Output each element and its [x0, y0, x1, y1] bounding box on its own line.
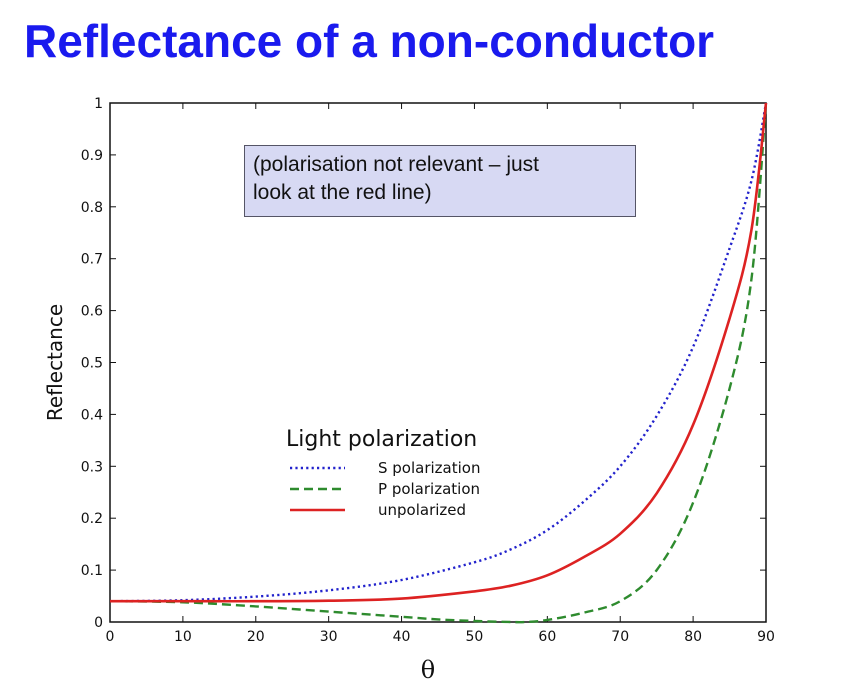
legend-title: Light polarization [286, 427, 477, 452]
note-box: (polarisation not relevant – just look a… [244, 145, 636, 217]
x-tick-label: 30 [320, 629, 338, 645]
y-tick-label: 0.1 [81, 563, 103, 579]
y-tick-label: 0.2 [81, 511, 103, 527]
x-tick-label: 90 [757, 629, 775, 645]
series-line-p-polarization [109, 102, 768, 624]
y-tick-label: 0.9 [81, 148, 103, 164]
legend-label-unpolarized: unpolarized [378, 501, 466, 519]
y-axis-title: Reflectance [43, 304, 67, 421]
legend-label-p-polarization: P polarization [378, 480, 480, 498]
x-tick-label: 0 [106, 629, 115, 645]
y-tick-label: 0.5 [81, 356, 103, 372]
slide-title: Reflectance of a non-conductor [24, 15, 715, 67]
x-tick-label: 50 [466, 629, 484, 645]
x-tick-label: 60 [538, 629, 556, 645]
y-tick-label: 0.6 [81, 304, 103, 320]
x-tick-label: 20 [247, 629, 265, 645]
chart-axes: 0 10 20 30 40 50 60 70 80 90 0 0.1 0.2 0.3 0.4 0.5 0.6 0.… [43, 96, 775, 684]
x-tick-label: 80 [684, 629, 702, 645]
y-tick-label: 0 [94, 615, 103, 631]
series-line-s-polarization [109, 102, 768, 603]
x-axis-title: θ [421, 656, 435, 684]
x-tick-label: 70 [611, 629, 629, 645]
note-line-2: look at the red line) [253, 181, 432, 204]
chart-legend: Light polarization S polarization P polari… [286, 427, 480, 519]
x-tick-label: 40 [393, 629, 411, 645]
x-tick-label: 10 [174, 629, 192, 645]
legend-label-s-polarization: S polarization [378, 459, 480, 477]
chart-series [109, 102, 768, 624]
y-tick-label: 0.7 [81, 252, 103, 268]
y-tick-label: 0.4 [81, 407, 103, 423]
series-line-unpolarized [109, 102, 768, 603]
y-tick-label: 1 [94, 96, 103, 112]
note-line-1: (polarisation not relevant – just [253, 153, 539, 176]
y-tick-label: 0.3 [81, 459, 103, 475]
y-tick-label: 0.8 [81, 200, 103, 216]
